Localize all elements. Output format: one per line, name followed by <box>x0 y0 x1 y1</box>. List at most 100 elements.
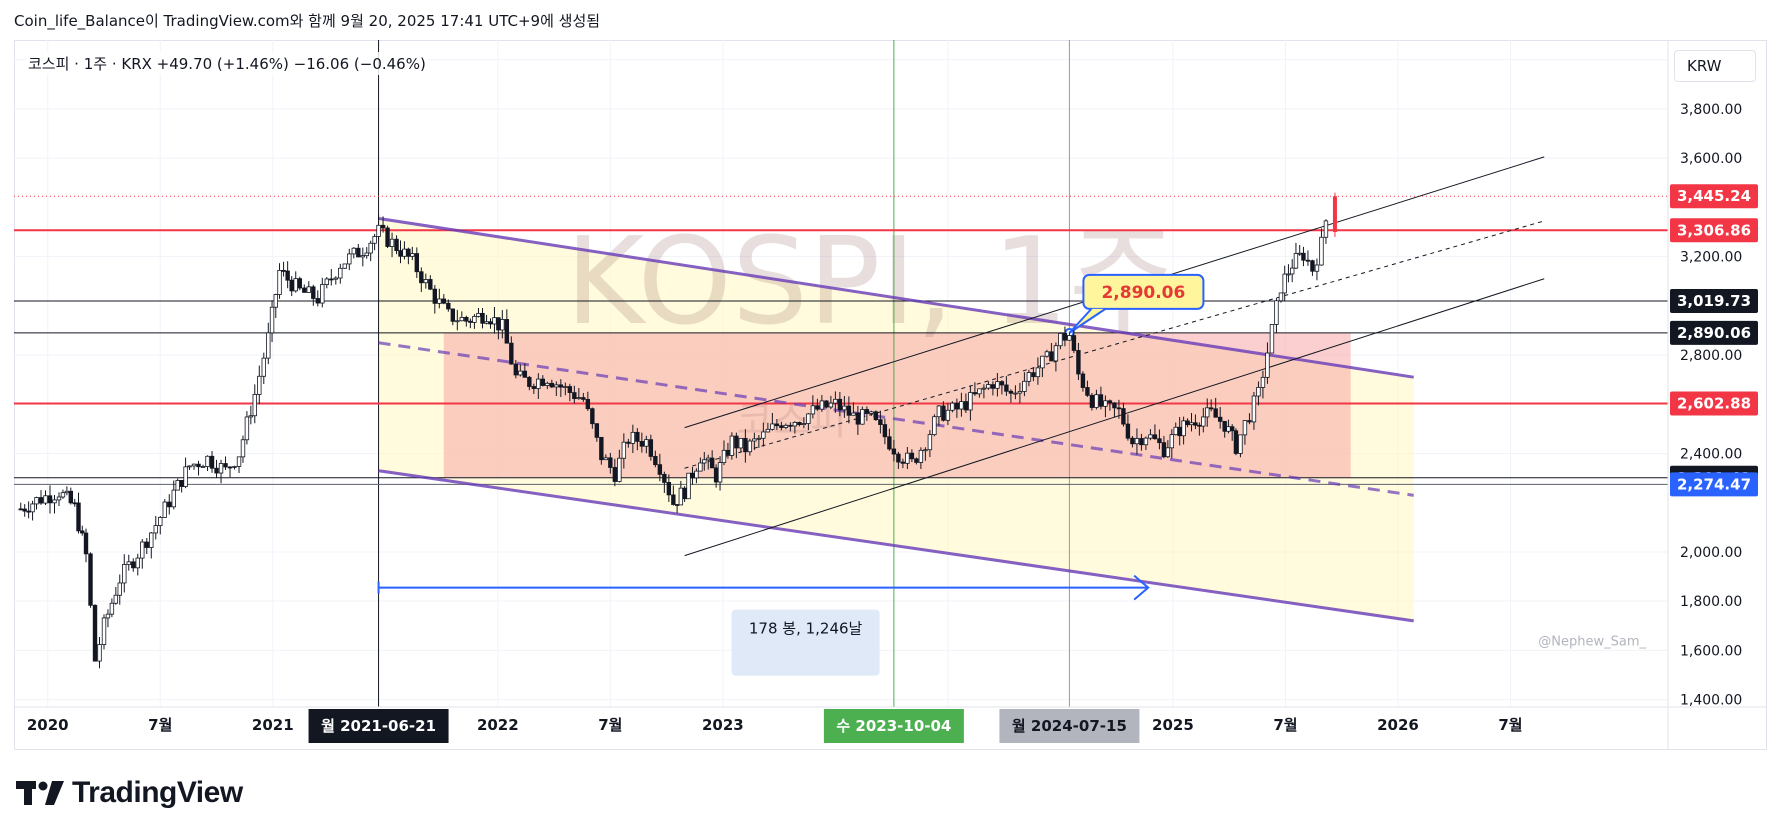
candle-body <box>80 530 85 534</box>
candle-body <box>855 412 861 425</box>
candle-body <box>1201 416 1206 427</box>
tradingview-wordmark: TradingView <box>72 776 243 809</box>
chart-header-title: Coin_life_Balance이 TradingView.com와 함께 9… <box>14 12 601 30</box>
price-axis-label[interactable] <box>1670 184 1758 209</box>
candle-body <box>833 398 838 404</box>
x-axis-tick-label: 2021 <box>252 716 294 734</box>
candle-body <box>468 320 473 323</box>
candle-body <box>105 613 111 619</box>
candle-body <box>608 457 613 468</box>
candle-body <box>1067 335 1072 341</box>
price-axis-label[interactable] <box>1670 288 1758 313</box>
price-callout-text: 2,890.06 <box>1101 283 1185 303</box>
candle-body <box>738 437 744 449</box>
date-marker-badge[interactable] <box>823 709 964 743</box>
candle-body <box>882 424 888 438</box>
y-axis-tick-label: 2,800.00 <box>1680 348 1742 364</box>
price-axis-label[interactable] <box>1670 472 1758 497</box>
candle-body <box>891 448 897 455</box>
candle-body <box>842 405 847 411</box>
candle-body <box>1035 367 1041 378</box>
candle-body <box>372 236 377 244</box>
candle-body <box>639 441 645 447</box>
candle-body <box>162 501 167 518</box>
candle-body <box>1189 422 1194 426</box>
date-marker-text: 월 2024-07-15 <box>1012 717 1127 735</box>
candle-body <box>630 431 636 444</box>
candle-body <box>191 463 197 467</box>
candle-body <box>1293 253 1299 269</box>
price-axis-label[interactable] <box>1670 320 1758 345</box>
channel-mid-line[interactable] <box>378 341 1414 497</box>
candle-body <box>837 398 843 411</box>
candle-body <box>585 399 591 410</box>
candle-body <box>504 319 510 344</box>
candle-body <box>713 467 719 483</box>
candle-body <box>1139 438 1144 446</box>
candle-body <box>158 517 163 527</box>
candle-body <box>432 288 438 304</box>
candle-body <box>563 386 568 388</box>
candle-body <box>923 449 928 452</box>
channel-upper-line[interactable] <box>378 216 1414 379</box>
candle-body <box>721 449 727 463</box>
candle-body <box>1242 420 1248 436</box>
candle-body <box>1222 420 1227 432</box>
candle-body <box>686 472 691 500</box>
date-marker-text: 수 2023-10-04 <box>836 717 951 735</box>
candle-body <box>995 381 1000 389</box>
candle-body <box>709 457 715 469</box>
channel-lower-line[interactable] <box>378 469 1414 623</box>
candle-body <box>914 458 919 463</box>
candle-body <box>576 397 582 400</box>
candle-body <box>540 378 546 386</box>
candle-body <box>472 316 477 323</box>
candle-body <box>1278 292 1284 302</box>
candle-body <box>558 384 564 388</box>
x-axis-tick-label: 2023 <box>702 716 744 734</box>
candle-body <box>450 308 456 322</box>
candle-body <box>783 424 789 428</box>
candle-body <box>1134 438 1140 445</box>
candle-body <box>678 487 684 506</box>
candle-body <box>1229 426 1235 432</box>
candle-body <box>311 286 316 299</box>
candle-body <box>360 255 366 258</box>
price-callout-box[interactable] <box>1082 273 1205 310</box>
candle-body <box>1301 252 1306 261</box>
candle-body <box>1148 434 1153 439</box>
candle-body <box>236 456 242 467</box>
price-axis-label[interactable] <box>1670 218 1758 243</box>
candle-body <box>1098 394 1104 407</box>
candle-body <box>214 467 219 474</box>
candle-body <box>734 435 739 449</box>
candle-body <box>285 270 290 281</box>
x-axis-tick-label: 2025 <box>1152 716 1194 734</box>
candle-body <box>1286 273 1291 276</box>
candle-body <box>1058 332 1063 347</box>
x-axis-tick-label: 7월 <box>148 716 172 734</box>
candle-body <box>1181 420 1186 437</box>
currency-selector[interactable]: KRW <box>1674 50 1756 82</box>
candle-body <box>572 392 577 400</box>
asc-channel-mid[interactable] <box>684 220 1545 469</box>
date-marker-badge[interactable] <box>999 709 1140 743</box>
candle-body <box>1169 434 1174 449</box>
candle-body <box>1116 407 1122 410</box>
candle-body <box>347 253 352 265</box>
candle-body <box>240 439 246 458</box>
candle-body <box>851 412 856 416</box>
candle-body <box>999 381 1005 386</box>
candle-body <box>864 409 870 414</box>
candle-body <box>657 464 663 475</box>
price-axis-label[interactable] <box>1670 391 1758 416</box>
date-marker-badge[interactable] <box>308 709 449 743</box>
candle-body <box>281 270 286 272</box>
chart-frame[interactable] <box>14 40 1767 750</box>
candle-body <box>690 472 695 479</box>
candle-body <box>1071 335 1077 351</box>
candle-body <box>1004 384 1009 392</box>
symbol-legend[interactable]: 코스피 · 1주 · KRX +49.70 (+1.46%) −16.06 (−… <box>26 52 428 75</box>
tradingview-logo-icon <box>16 781 64 805</box>
